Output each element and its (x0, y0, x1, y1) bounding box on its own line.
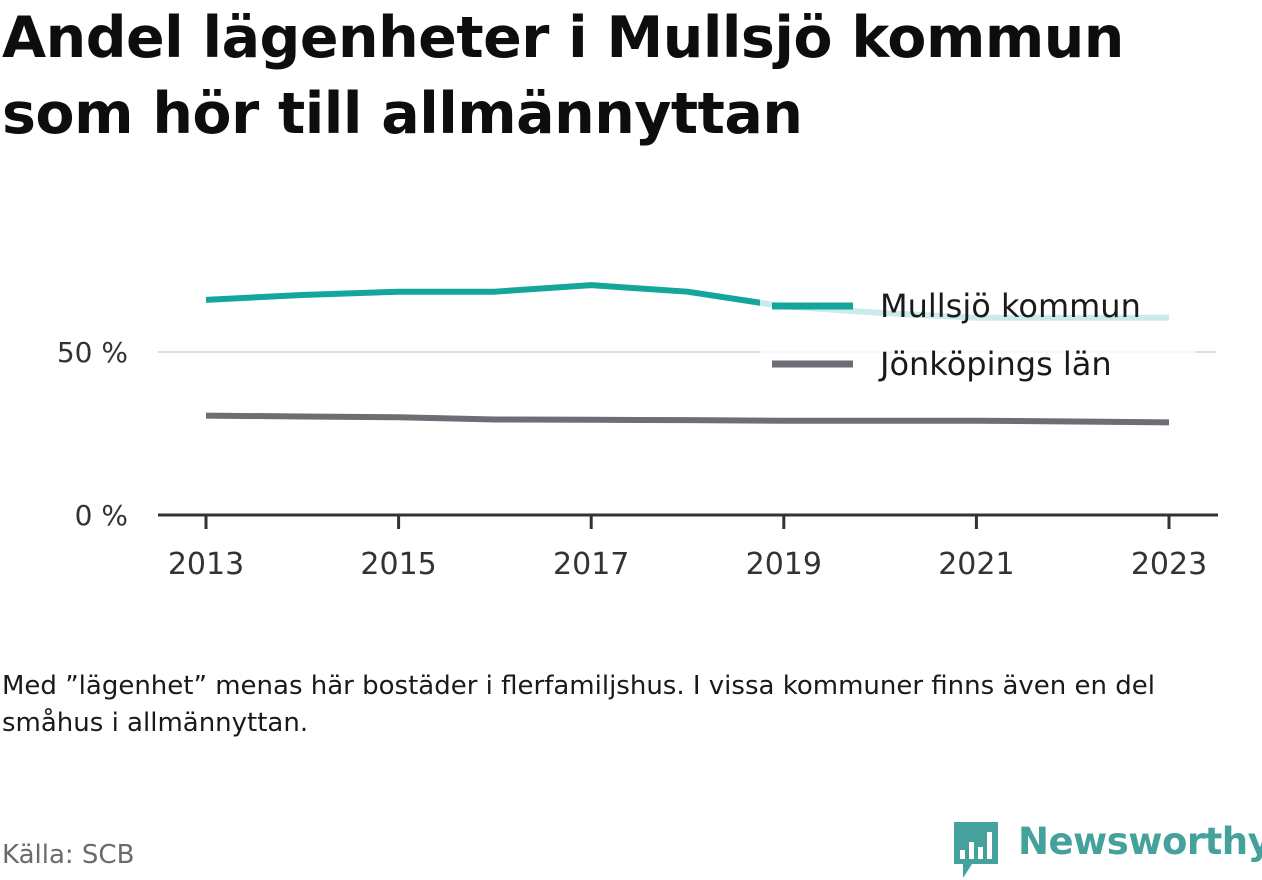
x-tick-label: 2023 (1131, 547, 1207, 582)
y-tick-label: 0 % (75, 499, 128, 532)
legend: Mullsjö kommun Jönköpings län (760, 282, 1195, 394)
x-tick-label: 2021 (938, 547, 1014, 582)
newsworthy-brand[interactable]: Newsworthy (950, 818, 1262, 880)
legend-label: Mullsjö kommun (880, 287, 1141, 325)
legend-label: Jönköpings län (878, 345, 1112, 383)
x-tick-label: 2017 (553, 547, 629, 582)
legend-background (760, 282, 1195, 394)
chart-note: Med ”lägenhet” menas här bostäder i fler… (2, 671, 1155, 738)
y-tick-label: 50 % (57, 336, 128, 369)
y-axis-labels: 0 % 50 % (57, 336, 128, 532)
series-line-jonkopings-lan (205, 412, 1170, 426)
chart-title: Andel lägenheter i Mullsjö kommun som hö… (2, 5, 1124, 147)
line-chart: 2013 2015 2017 2019 2021 2023 0 % 50 % Mullsjö… (57, 282, 1218, 582)
newsworthy-logo-icon (954, 822, 998, 878)
x-tick-label: 2015 (360, 547, 436, 582)
x-tick-label: 2013 (168, 547, 244, 582)
brand-name: Newsworthy (1018, 820, 1262, 863)
source-label: Källa: SCB (2, 840, 135, 870)
x-axis: 2013 2015 2017 2019 2021 2023 (158, 513, 1218, 582)
x-tick-label: 2019 (746, 547, 822, 582)
